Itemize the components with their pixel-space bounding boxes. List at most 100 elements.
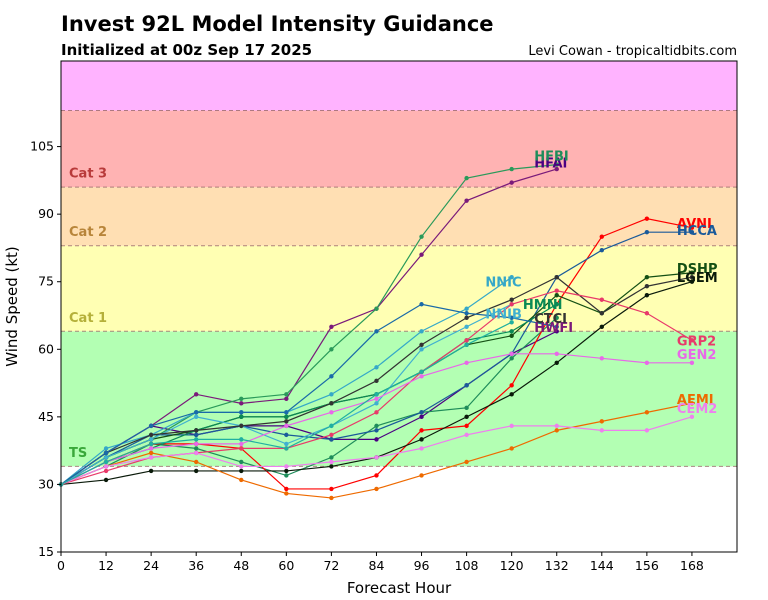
- data-point: [464, 175, 469, 181]
- data-point: [689, 360, 695, 366]
- data-point: [509, 275, 514, 280]
- data-point: [689, 401, 695, 406]
- data-point: [284, 446, 289, 451]
- data-point: [419, 234, 424, 239]
- band-cat-3: [61, 110, 737, 188]
- chart-title: Invest 92L Model Intensity Guidance: [61, 12, 494, 36]
- data-point: [239, 423, 244, 429]
- y-tick-label: 60: [38, 341, 54, 356]
- x-tick-label: 48: [233, 558, 249, 573]
- data-point: [284, 410, 289, 415]
- data-point: [329, 324, 334, 329]
- series-line-hwfi-blue: [60, 303, 557, 485]
- y-tick-label: 45: [38, 409, 54, 424]
- data-point: [599, 247, 604, 253]
- x-tick-label: 60: [278, 558, 294, 573]
- data-point: [689, 270, 695, 275]
- data-point: [103, 459, 109, 465]
- x-tick-label: 36: [188, 558, 204, 573]
- series-label-gen2: GEN2: [677, 348, 716, 363]
- data-point: [239, 401, 244, 406]
- x-tick-label: 108: [455, 558, 479, 573]
- data-point: [509, 329, 514, 334]
- data-point: [194, 450, 199, 456]
- data-point: [419, 374, 424, 379]
- data-point: [689, 229, 695, 235]
- data-point: [329, 455, 334, 460]
- series-label-hmni: HMNI: [523, 298, 563, 313]
- chart-credit: Levi Cowan - tropicaltidbits.com: [528, 44, 737, 59]
- data-point: [239, 437, 244, 442]
- data-point: [374, 410, 379, 415]
- data-point: [644, 229, 650, 235]
- data-point: [464, 423, 469, 429]
- data-point: [374, 423, 379, 429]
- data-point: [329, 347, 334, 352]
- data-point: [374, 455, 379, 460]
- x-axis-label: Forecast Hour: [347, 579, 452, 597]
- data-point: [599, 297, 604, 302]
- data-point: [419, 342, 424, 347]
- data-point: [554, 360, 559, 366]
- series-label-ctci: CTCI: [534, 312, 567, 327]
- category-bands: [61, 61, 737, 467]
- data-point: [329, 392, 334, 397]
- data-point: [374, 392, 379, 397]
- x-tick-label: 132: [545, 558, 569, 573]
- data-point: [464, 459, 469, 465]
- data-point: [194, 414, 199, 420]
- data-point: [194, 441, 199, 447]
- series-label-aemi: AEMI: [677, 393, 714, 408]
- data-point: [509, 320, 514, 325]
- data-point: [329, 410, 334, 415]
- data-point: [509, 423, 514, 429]
- data-point: [284, 468, 289, 474]
- data-point: [148, 432, 154, 438]
- data-point: [644, 275, 650, 280]
- data-point: [464, 342, 469, 347]
- data-point: [554, 162, 559, 167]
- x-tick-label: 12: [98, 558, 114, 573]
- data-point: [374, 428, 379, 433]
- data-point: [464, 306, 469, 311]
- data-point: [554, 423, 559, 429]
- data-point: [419, 437, 424, 442]
- data-point: [464, 405, 469, 411]
- band-label: TS: [69, 446, 87, 461]
- data-point: [148, 441, 154, 447]
- data-point: [554, 324, 559, 329]
- data-point: [284, 464, 289, 469]
- data-point: [644, 216, 650, 221]
- data-point: [464, 338, 469, 343]
- data-point: [464, 315, 469, 320]
- data-point: [419, 428, 424, 433]
- x-tick-label: 144: [590, 558, 614, 573]
- data-point: [239, 459, 244, 465]
- series-label-avni: AVNI: [677, 217, 712, 232]
- data-point: [554, 351, 559, 356]
- data-point: [103, 477, 109, 483]
- data-point: [284, 432, 289, 438]
- data-point: [689, 414, 695, 420]
- data-point: [239, 441, 244, 447]
- chart-subtitle: Initialized at 00z Sep 17 2025: [61, 41, 312, 59]
- band-cat-2: [61, 187, 737, 246]
- series-label-lgem: LGEM: [677, 271, 718, 286]
- data-point: [148, 446, 154, 451]
- x-tick-label: 0: [57, 558, 65, 573]
- series-label-dshp: DSHP: [677, 262, 718, 277]
- series-label-hfbi: HFBI: [534, 150, 569, 165]
- y-tick-label: 15: [38, 544, 54, 559]
- series-line-hfbi: [60, 317, 558, 485]
- data-point: [374, 473, 379, 478]
- data-point: [329, 374, 334, 379]
- data-point: [554, 275, 559, 280]
- data-point: [284, 441, 289, 447]
- data-point: [644, 284, 650, 289]
- data-point: [239, 414, 244, 420]
- data-point: [284, 423, 289, 429]
- data-point: [194, 446, 199, 451]
- data-point: [464, 432, 469, 438]
- data-point: [509, 166, 514, 172]
- data-point: [509, 315, 514, 320]
